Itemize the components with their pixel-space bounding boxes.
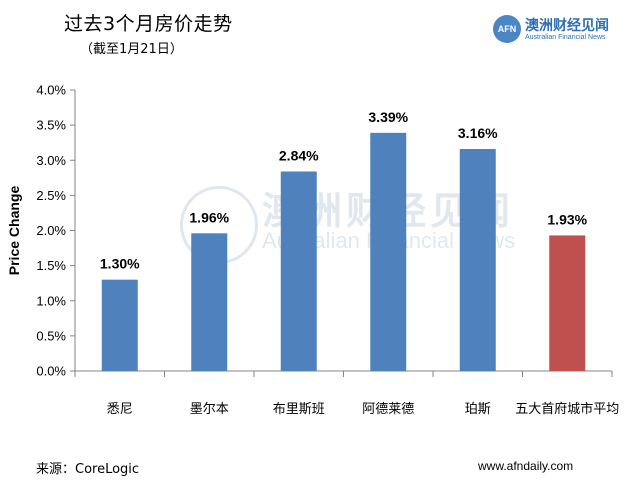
chart-subtitle: （截至1月21日） [80,42,183,57]
bar-5 [459,149,496,371]
y-tick-label: 2.0% [36,223,66,238]
chart-title: 过去3个月房价走势 [64,13,233,35]
y-tick-label: 2.5% [36,188,66,203]
x-category-label: 阿德莱德 [362,402,414,417]
x-category-label: 悉尼 [107,402,133,417]
bar-4 [370,132,407,371]
y-axis-title: Price Change [6,186,22,276]
bar-value-label: 2.84% [279,147,319,163]
bar-value-label: 1.96% [189,209,229,225]
bar-1 [101,279,138,371]
y-tick-label: 1.0% [36,293,66,308]
y-tick-label: 0.5% [36,328,66,343]
afn-logo-icon: AFN [493,15,521,43]
y-tick-label: 3.0% [36,153,66,168]
source-note: 来源：CoreLogic [36,462,140,477]
bar-value-label: 1.30% [100,256,140,272]
x-category-label: 珀斯 [465,402,491,417]
website-url: www.afndaily.com [478,459,574,473]
x-category-label: 五大首府城市平均 [515,401,619,417]
bar-value-label: 3.39% [368,109,408,125]
bar-value-label: 3.16% [458,125,498,141]
bar-2 [191,233,228,371]
y-tick-label: 1.5% [36,258,66,273]
bar-value-label: 1.93% [547,211,587,227]
x-category-label: 墨尔本 [190,402,229,417]
brand-name-en: Australian Financial News [525,34,606,41]
y-tick-label: 0.0% [36,364,66,379]
brand-name-cn: 澳洲财经见闻 [525,18,609,34]
y-tick-label: 4.0% [36,83,66,98]
bar-6 [549,235,586,371]
bar-3 [280,171,317,371]
x-category-label: 布里斯班 [273,402,325,417]
y-tick-label: 3.5% [36,118,66,133]
